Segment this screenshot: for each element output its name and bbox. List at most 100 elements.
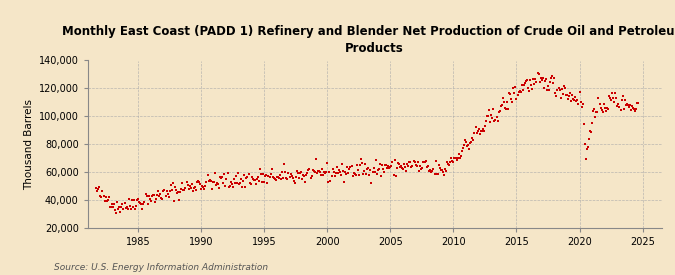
- Point: [275, 176, 286, 181]
- Point: [530, 76, 541, 81]
- Point: [463, 143, 474, 148]
- Point: [414, 164, 425, 168]
- Point: [263, 174, 274, 178]
- Point: [226, 182, 237, 186]
- Point: [620, 102, 631, 107]
- Point: [200, 183, 211, 188]
- Point: [487, 116, 497, 120]
- Point: [520, 79, 531, 83]
- Point: [231, 174, 242, 179]
- Point: [591, 110, 601, 114]
- Point: [329, 174, 340, 178]
- Point: [486, 113, 497, 117]
- Point: [477, 129, 487, 133]
- Point: [501, 107, 512, 111]
- Point: [198, 185, 209, 189]
- Point: [390, 174, 401, 178]
- Point: [424, 169, 435, 174]
- Point: [323, 179, 334, 184]
- Point: [629, 107, 640, 111]
- Point: [485, 120, 495, 125]
- Point: [369, 170, 380, 174]
- Point: [97, 189, 108, 194]
- Point: [492, 119, 503, 123]
- Point: [366, 180, 377, 185]
- Point: [348, 171, 359, 175]
- Point: [354, 173, 364, 178]
- Point: [537, 78, 547, 82]
- Point: [363, 166, 374, 170]
- Point: [273, 174, 284, 179]
- Point: [228, 177, 239, 182]
- Point: [232, 180, 242, 185]
- Point: [321, 169, 331, 174]
- Point: [192, 179, 203, 183]
- Point: [128, 205, 138, 210]
- Point: [137, 207, 148, 211]
- Point: [423, 164, 433, 168]
- Point: [491, 115, 502, 119]
- Point: [335, 173, 346, 178]
- Point: [626, 108, 637, 112]
- Point: [138, 202, 149, 207]
- Point: [215, 175, 225, 179]
- Point: [330, 171, 341, 175]
- Point: [135, 201, 146, 206]
- Point: [522, 78, 533, 82]
- Point: [252, 177, 263, 181]
- Point: [435, 167, 446, 172]
- Point: [541, 88, 552, 92]
- Point: [576, 104, 587, 109]
- Point: [343, 170, 354, 175]
- Point: [94, 184, 105, 189]
- Point: [387, 160, 398, 165]
- Point: [122, 207, 133, 211]
- Point: [309, 169, 320, 174]
- Point: [299, 174, 310, 178]
- Point: [520, 81, 531, 85]
- Point: [101, 199, 112, 203]
- Point: [630, 109, 641, 113]
- Point: [322, 161, 333, 165]
- Point: [150, 200, 161, 204]
- Point: [313, 169, 324, 174]
- Point: [152, 193, 163, 197]
- Point: [126, 207, 136, 212]
- Point: [615, 108, 626, 112]
- Point: [297, 177, 308, 181]
- Point: [188, 189, 198, 193]
- Point: [596, 108, 607, 112]
- Point: [344, 167, 355, 172]
- Point: [240, 184, 251, 189]
- Point: [371, 171, 382, 176]
- Point: [201, 180, 212, 185]
- Point: [437, 167, 448, 172]
- Point: [294, 170, 305, 175]
- Point: [265, 172, 276, 176]
- Point: [373, 167, 384, 171]
- Point: [445, 160, 456, 164]
- Point: [452, 156, 463, 161]
- Point: [407, 164, 418, 168]
- Point: [316, 172, 327, 177]
- Point: [479, 129, 489, 133]
- Point: [304, 167, 315, 171]
- Point: [454, 156, 465, 161]
- Point: [184, 184, 195, 188]
- Point: [441, 160, 452, 164]
- Point: [580, 156, 591, 161]
- Point: [190, 185, 200, 189]
- Point: [350, 173, 361, 177]
- Point: [586, 130, 597, 135]
- Point: [508, 86, 518, 90]
- Point: [560, 86, 570, 90]
- Point: [603, 107, 614, 111]
- Point: [145, 199, 156, 203]
- Point: [219, 172, 230, 176]
- Point: [311, 171, 322, 175]
- Point: [220, 184, 231, 188]
- Point: [173, 189, 184, 194]
- Point: [558, 92, 568, 96]
- Point: [214, 186, 225, 190]
- Point: [465, 141, 476, 145]
